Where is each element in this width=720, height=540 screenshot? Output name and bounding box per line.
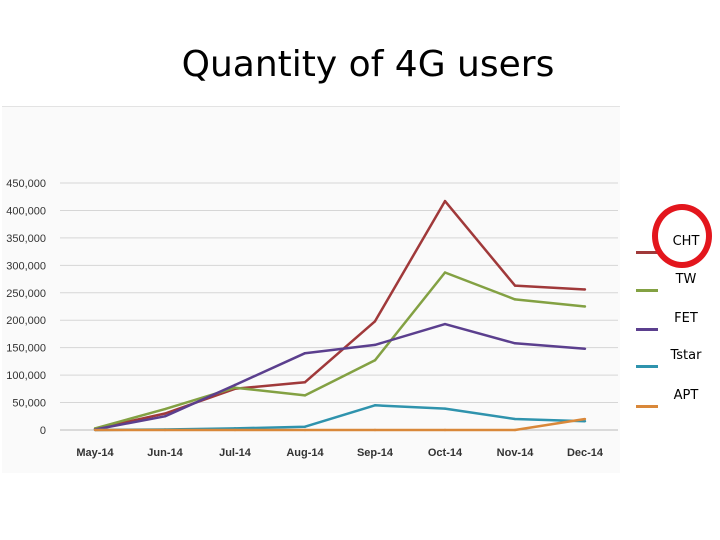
data-point-fet	[513, 342, 517, 345]
data-point-tstar	[513, 417, 517, 421]
y-tick-label: 300,000	[6, 260, 46, 272]
data-point-cht	[303, 381, 307, 384]
x-tick-label: Jul-14	[219, 447, 252, 459]
data-point-tw	[513, 298, 517, 301]
data-point-tstar	[373, 404, 377, 407]
chart-panel: 0 50,000 100,000 150,000 200,000 250,000 300,0…	[2, 106, 620, 473]
y-tick-label: 400,000	[6, 205, 46, 217]
x-tick-label: Sep-14	[357, 447, 394, 459]
legend-label-tw: TW	[675, 272, 697, 287]
legend-label-apt: APT	[673, 388, 699, 403]
data-point-fet	[303, 351, 307, 355]
data-point-tw	[443, 271, 447, 274]
y-tick-label: 200,000	[6, 315, 46, 327]
data-point-fet	[373, 343, 377, 347]
data-point-fet	[233, 383, 237, 387]
data-point-tw	[303, 394, 307, 397]
y-tick-label: 250,000	[6, 288, 46, 300]
x-tick-label: Oct-14	[428, 447, 463, 459]
data-point-tw	[163, 407, 167, 411]
data-point-apt	[583, 417, 587, 421]
y-tick-label: 0	[40, 425, 46, 437]
series-line-tw	[94, 271, 586, 430]
line-chart: 0 50,000 100,000 150,000 200,000 250,000 300,0…	[6, 178, 618, 459]
legend-label-tstar: Tstar	[670, 348, 702, 363]
legend-swatch-apt	[636, 405, 658, 408]
x-tick-label: Jun-14	[147, 447, 183, 459]
legend-label-fet: FET	[674, 311, 698, 326]
series-line-apt	[95, 417, 586, 432]
data-point-apt	[373, 428, 377, 432]
legend-swatch-tw	[636, 289, 658, 292]
x-tick-label: Aug-14	[286, 447, 324, 459]
data-point-apt	[163, 428, 167, 432]
data-point-fet	[163, 415, 167, 418]
data-point-apt	[303, 428, 307, 432]
x-tick-label: May-14	[76, 447, 114, 459]
data-point-tstar	[303, 425, 307, 428]
data-point-apt	[93, 428, 97, 432]
slide-title: Quantity of 4G users	[181, 44, 555, 85]
annotation-circle	[652, 204, 712, 268]
legend-swatch-fet	[636, 328, 658, 331]
legend-swatch-tstar	[636, 365, 658, 368]
series-line-fet	[94, 322, 586, 431]
data-point-tw	[233, 386, 237, 389]
y-tick-label: 50,000	[12, 398, 46, 410]
data-point-apt	[233, 428, 237, 432]
data-point-tstar	[443, 407, 447, 410]
data-point-tw	[373, 359, 377, 362]
legend-swatch-cht	[636, 251, 658, 254]
y-tick-label: 350,000	[6, 233, 46, 245]
series-line-cht	[94, 199, 586, 431]
y-tick-label: 450,000	[6, 178, 46, 190]
x-tick-label: Nov-14	[497, 447, 535, 459]
data-point-tstar	[583, 420, 587, 423]
data-point-cht	[163, 412, 167, 415]
data-point-apt	[443, 428, 447, 432]
y-tick-label: 100,000	[6, 370, 46, 382]
data-point-cht	[443, 199, 447, 203]
data-point-cht	[373, 320, 377, 323]
data-point-fet	[443, 322, 447, 326]
y-tick-label: 150,000	[6, 343, 46, 355]
data-point-apt	[513, 428, 517, 432]
data-point-tw	[583, 305, 587, 308]
data-point-cht	[583, 288, 587, 291]
x-tick-label: Dec-14	[567, 447, 604, 459]
data-point-cht	[513, 284, 517, 287]
data-point-fet	[583, 347, 587, 350]
